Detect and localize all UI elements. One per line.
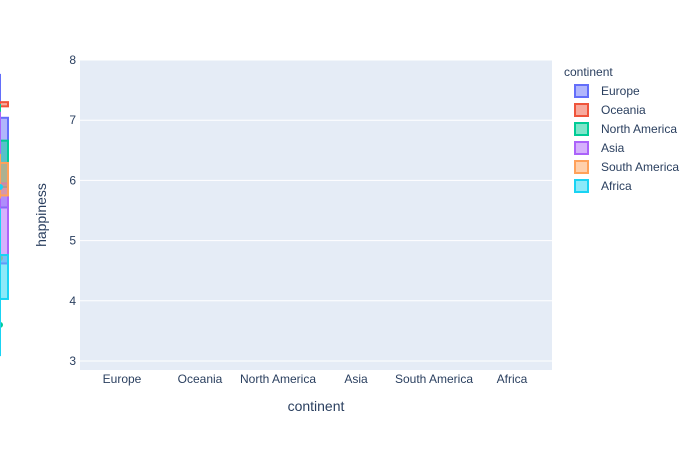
legend-item-south-america[interactable]: South America	[574, 160, 679, 174]
legend-item-africa[interactable]: Africa	[574, 179, 632, 193]
box-africa[interactable]	[0, 184, 9, 357]
y-tick-labels: 3 4 5 6 7 8	[69, 53, 76, 368]
legend-swatch-asia	[574, 141, 589, 155]
box-series	[0, 73, 9, 357]
legend-label-europe: Europe	[601, 84, 640, 98]
y-tick-5: 5	[69, 234, 76, 248]
legend-swatch-oceania	[574, 103, 589, 117]
y-axis-title: happiness	[33, 183, 49, 247]
legend-item-oceania[interactable]: Oceania	[574, 103, 646, 117]
legend-label-asia: Asia	[601, 141, 625, 155]
legend-swatch-europe	[574, 84, 589, 98]
x-tick-europe: Europe	[103, 372, 142, 386]
legend-item-asia[interactable]: Asia	[574, 141, 625, 155]
outlier-africa-0	[0, 184, 3, 191]
y-tick-7: 7	[69, 113, 76, 127]
x-tick-north-america: North America	[240, 372, 316, 386]
legend-swatch-south-america	[574, 160, 589, 174]
x-tick-asia: Asia	[344, 372, 368, 386]
x-tick-labels: Europe Oceania North America Asia South Amer…	[103, 372, 528, 386]
y-tick-8: 8	[69, 53, 76, 67]
box-iqr-oceania	[0, 101, 9, 108]
legend-label-south-america: South America	[601, 160, 679, 174]
legend[interactable]: continent Europe Oceania North America Asia…	[564, 65, 679, 193]
box-oceania[interactable]	[0, 101, 9, 108]
legend-label-north-america: North America	[601, 122, 677, 136]
x-tick-south-america: South America	[395, 372, 473, 386]
box-iqr-africa	[0, 254, 9, 300]
legend-item-europe[interactable]: Europe	[574, 84, 640, 98]
legend-label-africa: Africa	[601, 179, 632, 193]
plot-background	[80, 60, 552, 370]
x-tick-oceania: Oceania	[178, 372, 223, 386]
y-gridlines	[80, 59, 552, 362]
legend-swatch-africa	[574, 179, 589, 193]
legend-swatch-north-america	[574, 122, 589, 136]
box-iqr-south-america	[0, 161, 9, 197]
x-axis-title: continent	[288, 398, 345, 414]
legend-title: continent	[564, 65, 613, 79]
y-tick-6: 6	[69, 173, 76, 187]
legend-label-oceania: Oceania	[601, 103, 646, 117]
x-tick-africa: Africa	[497, 372, 528, 386]
y-tick-3: 3	[69, 354, 76, 368]
legend-item-north-america[interactable]: North America	[574, 122, 677, 136]
y-tick-4: 4	[69, 294, 76, 308]
legend-items[interactable]: Europe Oceania North America Asia South Amer…	[574, 84, 679, 193]
